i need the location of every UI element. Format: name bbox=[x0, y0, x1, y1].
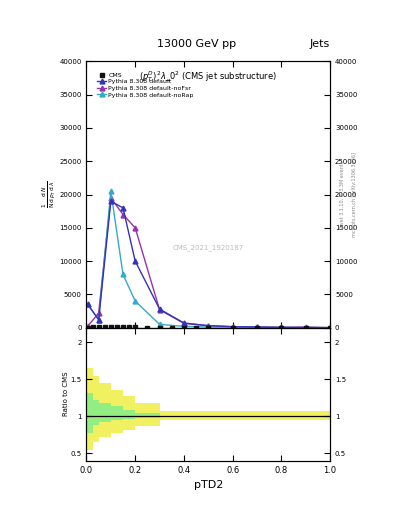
Text: mcplots.cern.ch [arXiv:1306.3436]: mcplots.cern.ch [arXiv:1306.3436] bbox=[352, 152, 357, 237]
Text: 13000 GeV pp: 13000 GeV pp bbox=[157, 38, 236, 49]
Pythia 8.308 default-noFsr bbox=[121, 211, 125, 218]
Pythia 8.308 default bbox=[108, 198, 113, 204]
Pythia 8.308 default-noFsr bbox=[108, 195, 113, 201]
Pythia 8.308 default-noRap bbox=[303, 325, 308, 331]
Y-axis label: Ratio to CMS: Ratio to CMS bbox=[63, 372, 69, 416]
CMS bbox=[206, 325, 211, 331]
CMS bbox=[115, 324, 119, 330]
CMS bbox=[121, 324, 125, 330]
CMS bbox=[90, 325, 95, 331]
Pythia 8.308 default-noFsr bbox=[133, 225, 138, 231]
Pythia 8.308 default bbox=[255, 324, 259, 330]
Pythia 8.308 default bbox=[121, 205, 125, 211]
CMS bbox=[328, 325, 332, 331]
Y-axis label: $\frac{1}{\mathrm{N}}\frac{\mathrm{d}\,N}{\mathrm{d}\,p_T\,\mathrm{d}\,\lambda}$: $\frac{1}{\mathrm{N}}\frac{\mathrm{d}\,N… bbox=[40, 181, 58, 208]
Pythia 8.308 default-noRap bbox=[157, 322, 162, 328]
Pythia 8.308 default bbox=[328, 325, 332, 331]
CMS bbox=[194, 325, 198, 331]
Pythia 8.308 default bbox=[230, 324, 235, 330]
Pythia 8.308 default-noRap bbox=[328, 325, 332, 331]
Text: Jets: Jets bbox=[310, 38, 330, 49]
CMS bbox=[102, 324, 107, 330]
Pythia 8.308 default-noRap bbox=[182, 323, 186, 329]
CMS bbox=[279, 325, 284, 331]
CMS bbox=[127, 324, 132, 330]
Pythia 8.308 default-noFsr bbox=[85, 323, 90, 329]
Pythia 8.308 default-noFsr bbox=[230, 324, 235, 330]
CMS bbox=[96, 324, 101, 330]
Pythia 8.308 default-noFsr bbox=[157, 307, 162, 313]
X-axis label: pTD2: pTD2 bbox=[194, 480, 223, 490]
Line: Pythia 8.308 default: Pythia 8.308 default bbox=[85, 199, 332, 330]
Pythia 8.308 default bbox=[279, 324, 284, 330]
Legend: CMS, Pythia 8.308 default, Pythia 8.308 default-noFsr, Pythia 8.308 default-noRa: CMS, Pythia 8.308 default, Pythia 8.308 … bbox=[94, 70, 196, 100]
Pythia 8.308 default-noRap bbox=[230, 324, 235, 330]
Line: Pythia 8.308 default-noFsr: Pythia 8.308 default-noFsr bbox=[85, 196, 332, 330]
Pythia 8.308 default bbox=[206, 323, 211, 329]
CMS bbox=[108, 324, 113, 330]
Pythia 8.308 default bbox=[303, 325, 308, 331]
CMS bbox=[85, 325, 90, 331]
CMS bbox=[133, 325, 138, 331]
Pythia 8.308 default-noFsr bbox=[279, 324, 284, 330]
Pythia 8.308 default-noFsr bbox=[255, 324, 259, 330]
Line: Pythia 8.308 default-noRap: Pythia 8.308 default-noRap bbox=[85, 189, 332, 330]
Text: CMS_2021_1920187: CMS_2021_1920187 bbox=[173, 244, 244, 251]
Pythia 8.308 default-noRap bbox=[255, 324, 259, 330]
CMS bbox=[182, 325, 186, 331]
CMS bbox=[169, 325, 174, 331]
Pythia 8.308 default-noFsr bbox=[96, 310, 101, 316]
Pythia 8.308 default-noFsr bbox=[182, 321, 186, 327]
CMS bbox=[145, 325, 150, 331]
CMS bbox=[303, 325, 308, 331]
Pythia 8.308 default bbox=[182, 320, 186, 326]
Pythia 8.308 default bbox=[133, 258, 138, 264]
Pythia 8.308 default-noFsr bbox=[206, 323, 211, 329]
Pythia 8.308 default bbox=[96, 316, 101, 323]
Pythia 8.308 default-noRap bbox=[96, 316, 101, 323]
Pythia 8.308 default bbox=[85, 301, 90, 307]
CMS bbox=[255, 325, 259, 331]
Pythia 8.308 default-noRap bbox=[206, 324, 211, 330]
Pythia 8.308 default bbox=[157, 306, 162, 312]
Text: Rivet 3.1.10, ≥ 3.3M events: Rivet 3.1.10, ≥ 3.3M events bbox=[340, 160, 345, 229]
CMS bbox=[230, 325, 235, 331]
Pythia 8.308 default-noFsr bbox=[328, 325, 332, 331]
Text: $(p_T^D)^2\lambda\_0^2$ (CMS jet substructure): $(p_T^D)^2\lambda\_0^2$ (CMS jet substru… bbox=[140, 70, 277, 84]
Line: CMS: CMS bbox=[86, 325, 332, 330]
Pythia 8.308 default-noFsr bbox=[303, 324, 308, 330]
Pythia 8.308 default-noRap bbox=[133, 298, 138, 304]
Pythia 8.308 default-noRap bbox=[279, 325, 284, 331]
Pythia 8.308 default-noRap bbox=[121, 271, 125, 278]
Pythia 8.308 default-noRap bbox=[108, 188, 113, 194]
CMS bbox=[157, 325, 162, 331]
Pythia 8.308 default-noRap bbox=[85, 301, 90, 307]
